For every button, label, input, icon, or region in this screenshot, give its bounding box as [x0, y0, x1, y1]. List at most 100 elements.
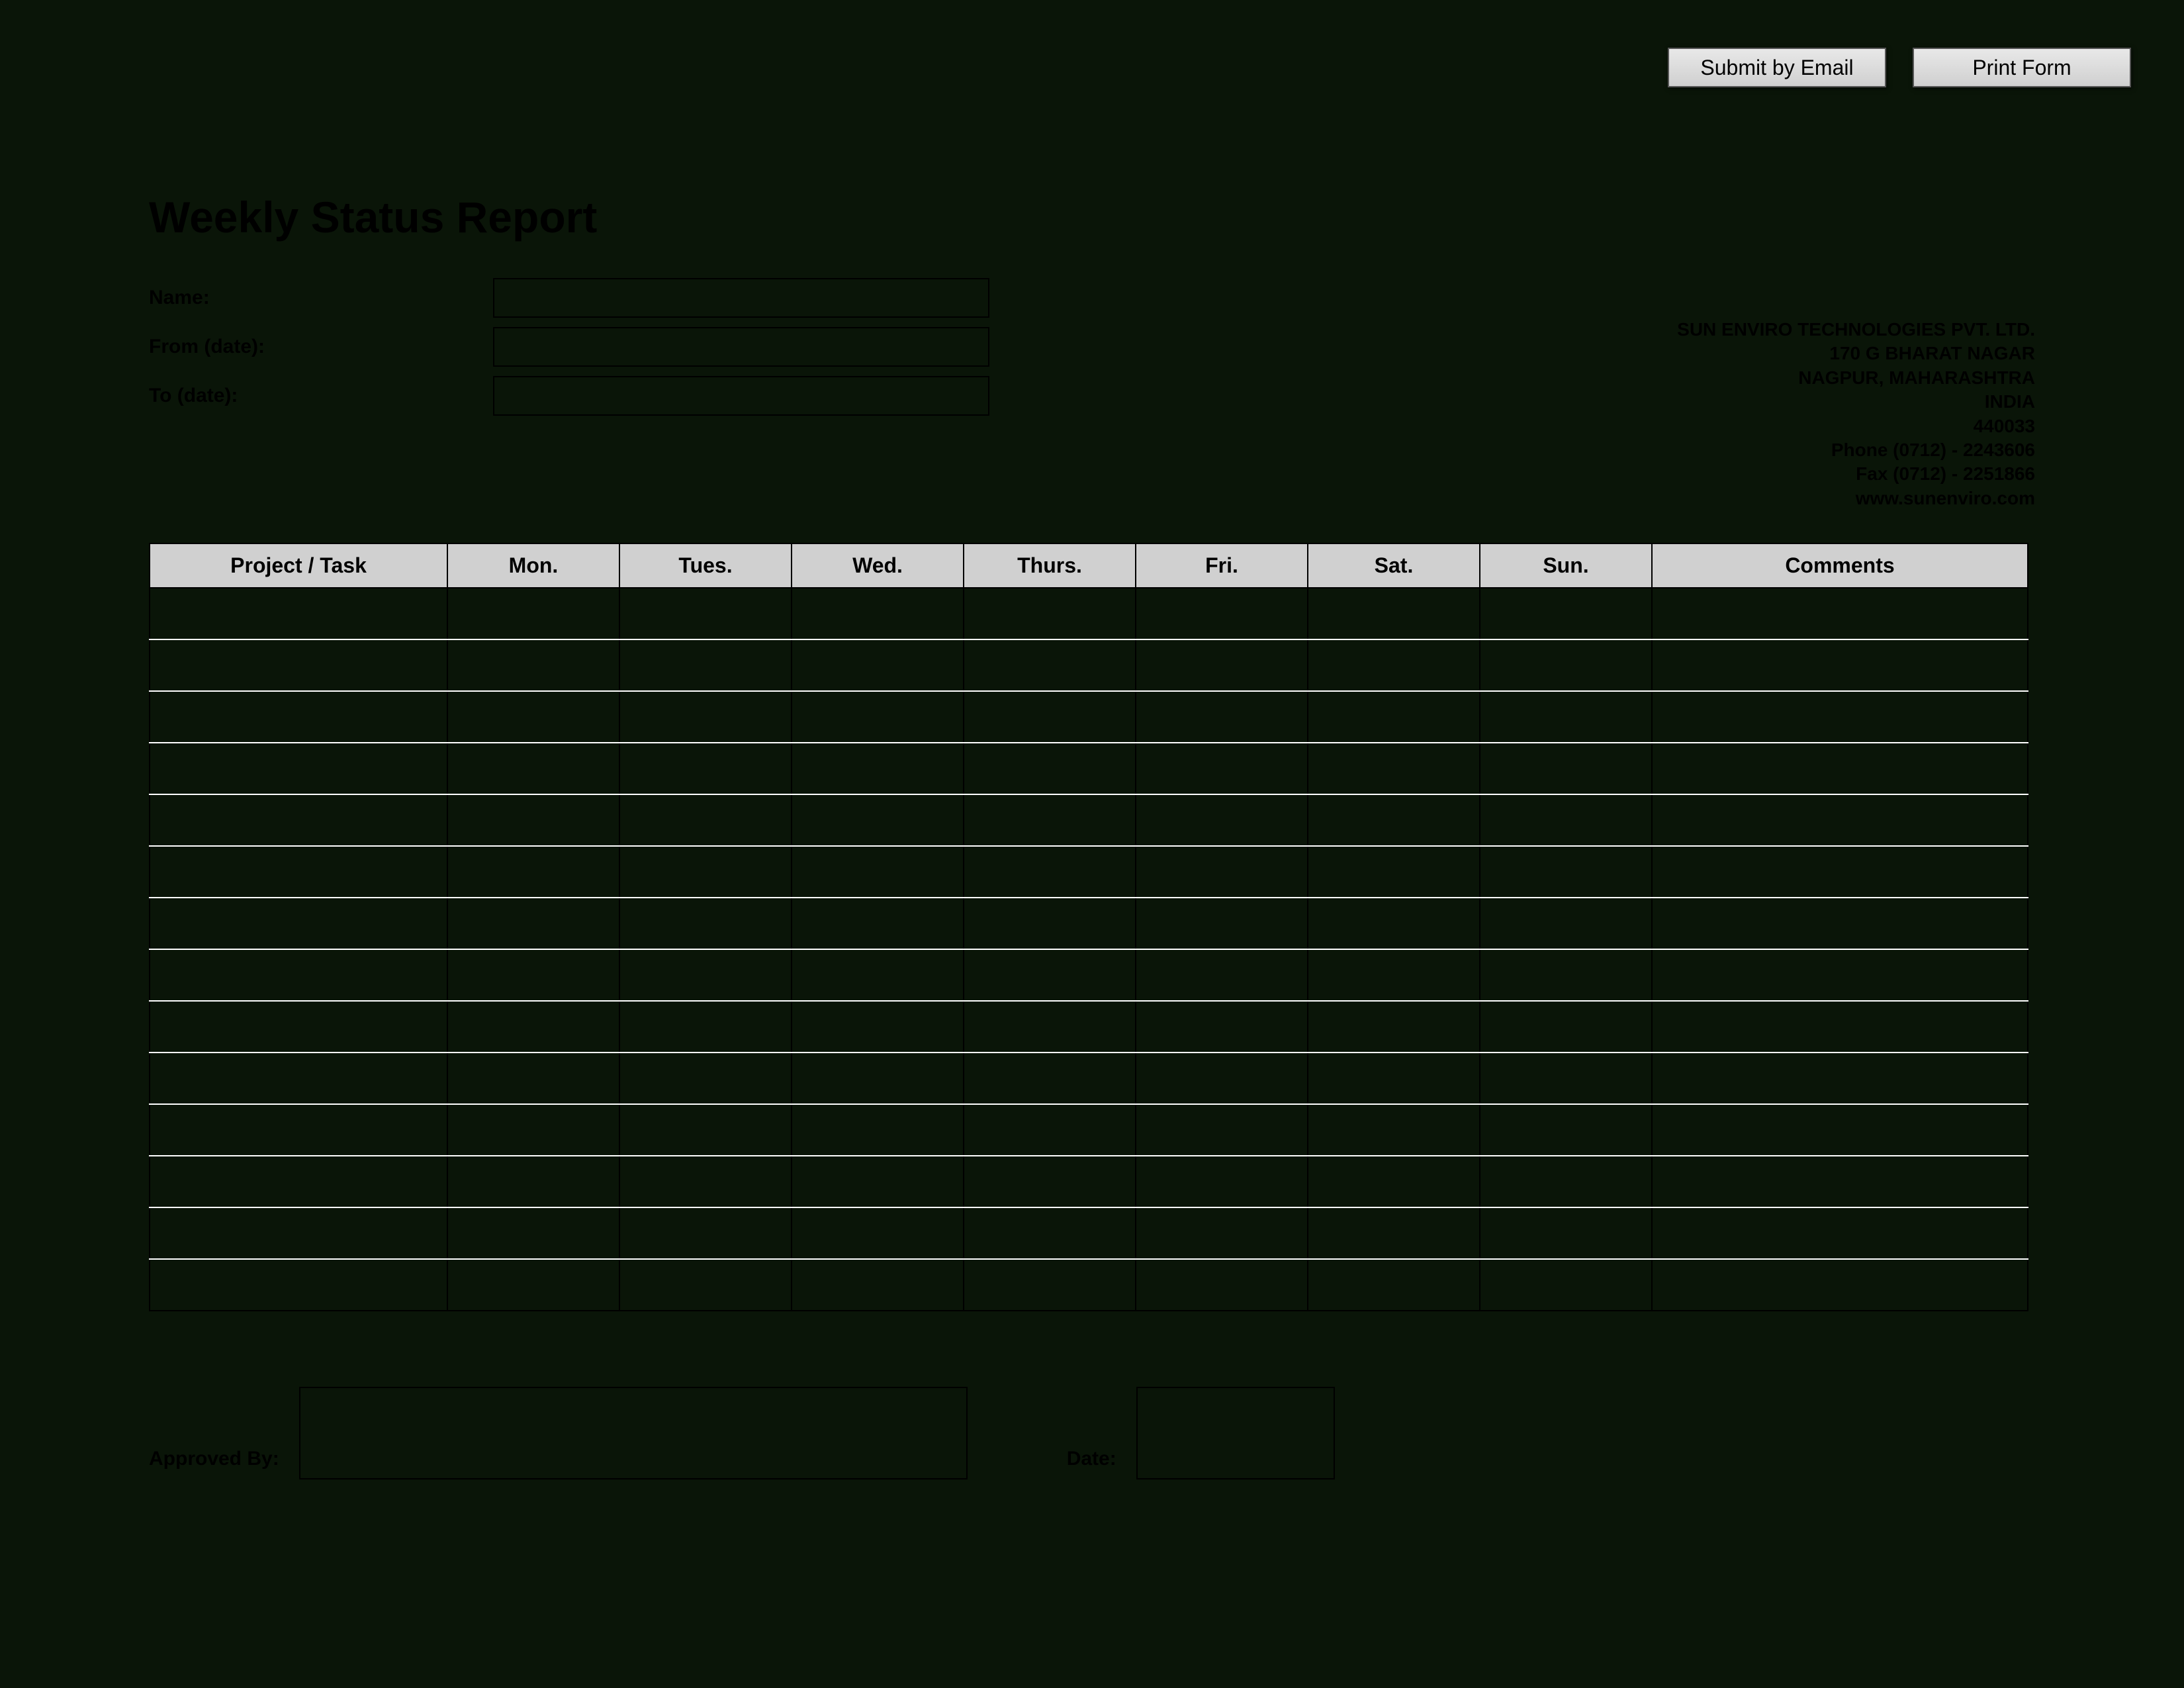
table-cell[interactable]	[792, 588, 964, 639]
table-cell[interactable]	[619, 1259, 792, 1311]
table-cell[interactable]	[1652, 1259, 2028, 1311]
table-cell[interactable]	[1136, 691, 1308, 743]
table-cell[interactable]	[150, 1207, 447, 1259]
table-cell[interactable]	[1136, 1207, 1308, 1259]
table-cell[interactable]	[964, 846, 1136, 898]
table-cell[interactable]	[1652, 1156, 2028, 1207]
table-cell[interactable]	[792, 1156, 964, 1207]
table-cell[interactable]	[150, 1259, 447, 1311]
table-cell[interactable]	[1652, 949, 2028, 1001]
table-cell[interactable]	[619, 743, 792, 794]
table-cell[interactable]	[1308, 949, 1480, 1001]
table-cell[interactable]	[619, 794, 792, 846]
table-cell[interactable]	[1308, 1207, 1480, 1259]
table-cell[interactable]	[1136, 1259, 1308, 1311]
table-cell[interactable]	[1652, 743, 2028, 794]
table-cell[interactable]	[1652, 639, 2028, 691]
table-cell[interactable]	[964, 639, 1136, 691]
table-cell[interactable]	[1480, 1207, 1652, 1259]
table-cell[interactable]	[619, 1207, 792, 1259]
table-cell[interactable]	[1652, 588, 2028, 639]
table-cell[interactable]	[792, 1001, 964, 1053]
table-cell[interactable]	[1480, 898, 1652, 949]
table-cell[interactable]	[964, 1207, 1136, 1259]
table-cell[interactable]	[1136, 949, 1308, 1001]
table-cell[interactable]	[1136, 639, 1308, 691]
table-cell[interactable]	[619, 1053, 792, 1104]
table-cell[interactable]	[964, 588, 1136, 639]
table-cell[interactable]	[1480, 743, 1652, 794]
table-cell[interactable]	[792, 846, 964, 898]
table-cell[interactable]	[1136, 898, 1308, 949]
table-cell[interactable]	[1308, 1156, 1480, 1207]
table-cell[interactable]	[1652, 794, 2028, 846]
table-cell[interactable]	[792, 898, 964, 949]
table-cell[interactable]	[1136, 1053, 1308, 1104]
table-cell[interactable]	[792, 949, 964, 1001]
name-input[interactable]	[493, 278, 989, 318]
table-cell[interactable]	[1480, 1053, 1652, 1104]
table-cell[interactable]	[1652, 1001, 2028, 1053]
table-cell[interactable]	[150, 743, 447, 794]
table-cell[interactable]	[1652, 1207, 2028, 1259]
table-cell[interactable]	[150, 949, 447, 1001]
to-date-input[interactable]	[493, 376, 989, 416]
table-cell[interactable]	[1480, 1259, 1652, 1311]
table-cell[interactable]	[964, 1001, 1136, 1053]
table-cell[interactable]	[1480, 639, 1652, 691]
table-cell[interactable]	[1308, 743, 1480, 794]
table-cell[interactable]	[447, 846, 619, 898]
table-cell[interactable]	[1136, 846, 1308, 898]
table-cell[interactable]	[447, 588, 619, 639]
table-cell[interactable]	[964, 898, 1136, 949]
table-cell[interactable]	[792, 1259, 964, 1311]
table-cell[interactable]	[964, 1259, 1136, 1311]
table-cell[interactable]	[1136, 743, 1308, 794]
table-cell[interactable]	[150, 1001, 447, 1053]
table-cell[interactable]	[619, 1001, 792, 1053]
table-cell[interactable]	[150, 846, 447, 898]
submit-email-button[interactable]: Submit by Email	[1668, 48, 1886, 87]
table-cell[interactable]	[150, 691, 447, 743]
table-cell[interactable]	[792, 1104, 964, 1156]
table-cell[interactable]	[447, 1259, 619, 1311]
table-cell[interactable]	[150, 794, 447, 846]
table-cell[interactable]	[1480, 949, 1652, 1001]
table-cell[interactable]	[1136, 794, 1308, 846]
table-cell[interactable]	[964, 1104, 1136, 1156]
table-cell[interactable]	[150, 1156, 447, 1207]
table-cell[interactable]	[1480, 1156, 1652, 1207]
table-cell[interactable]	[1480, 1001, 1652, 1053]
table-cell[interactable]	[964, 1053, 1136, 1104]
table-cell[interactable]	[447, 743, 619, 794]
approved-by-input[interactable]	[299, 1387, 968, 1479]
table-cell[interactable]	[1480, 691, 1652, 743]
table-cell[interactable]	[150, 1053, 447, 1104]
table-cell[interactable]	[1308, 1104, 1480, 1156]
table-cell[interactable]	[619, 588, 792, 639]
table-cell[interactable]	[964, 691, 1136, 743]
table-cell[interactable]	[619, 846, 792, 898]
table-cell[interactable]	[1308, 1053, 1480, 1104]
table-cell[interactable]	[1652, 1104, 2028, 1156]
table-cell[interactable]	[1652, 1053, 2028, 1104]
table-cell[interactable]	[619, 949, 792, 1001]
table-cell[interactable]	[1308, 588, 1480, 639]
table-cell[interactable]	[1308, 846, 1480, 898]
table-cell[interactable]	[792, 691, 964, 743]
table-cell[interactable]	[1136, 588, 1308, 639]
table-cell[interactable]	[150, 639, 447, 691]
table-cell[interactable]	[1652, 846, 2028, 898]
table-cell[interactable]	[964, 949, 1136, 1001]
table-cell[interactable]	[792, 1207, 964, 1259]
table-cell[interactable]	[447, 949, 619, 1001]
table-cell[interactable]	[619, 898, 792, 949]
table-cell[interactable]	[447, 1207, 619, 1259]
table-cell[interactable]	[1480, 846, 1652, 898]
table-cell[interactable]	[447, 639, 619, 691]
table-cell[interactable]	[619, 639, 792, 691]
table-cell[interactable]	[1652, 691, 2028, 743]
table-cell[interactable]	[150, 898, 447, 949]
table-cell[interactable]	[1136, 1104, 1308, 1156]
table-cell[interactable]	[447, 1156, 619, 1207]
